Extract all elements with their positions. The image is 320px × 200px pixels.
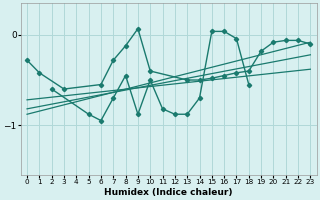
X-axis label: Humidex (Indice chaleur): Humidex (Indice chaleur) — [104, 188, 233, 197]
